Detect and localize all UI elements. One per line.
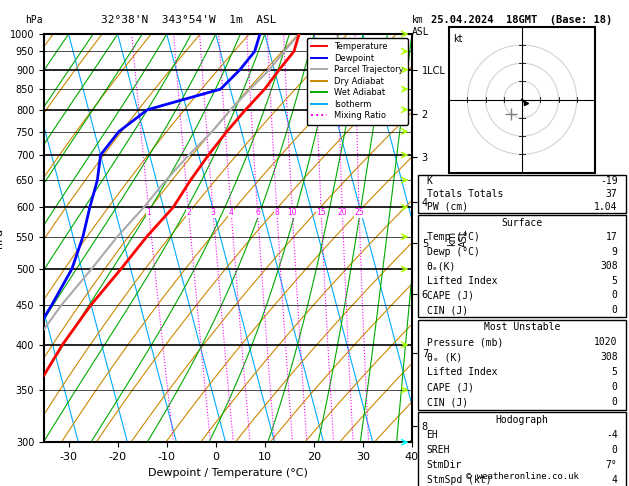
Text: -4: -4 [606,430,618,440]
Text: 308: 308 [600,352,618,362]
Text: K: K [426,176,433,186]
Text: 0: 0 [611,291,618,300]
Text: 25.04.2024  18GMT  (Base: 18): 25.04.2024 18GMT (Base: 18) [431,15,613,25]
Text: 4: 4 [611,475,618,485]
Text: 17: 17 [606,232,618,242]
Text: θₑ (K): θₑ (K) [426,352,462,362]
Text: CIN (J): CIN (J) [426,397,468,407]
Text: 2: 2 [186,208,191,217]
Text: -19: -19 [600,176,618,186]
Text: θₑ(K): θₑ(K) [426,261,456,271]
Text: 25: 25 [354,208,364,217]
Text: EH: EH [426,430,438,440]
Text: SREH: SREH [426,445,450,455]
Text: 0: 0 [611,445,618,455]
Text: Lifted Index: Lifted Index [426,367,497,377]
Text: Pressure (mb): Pressure (mb) [426,337,503,347]
Text: Most Unstable: Most Unstable [484,322,560,332]
Text: Hodograph: Hodograph [496,415,548,425]
Text: Lifted Index: Lifted Index [426,276,497,286]
Text: 0: 0 [611,305,618,315]
Text: 0: 0 [611,397,618,407]
Text: 37: 37 [606,189,618,199]
Text: StmSpd (kt): StmSpd (kt) [426,475,491,485]
Legend: Temperature, Dewpoint, Parcel Trajectory, Dry Adiabat, Wet Adiabat, Isotherm, Mi: Temperature, Dewpoint, Parcel Trajectory… [306,38,408,124]
Text: 10: 10 [287,208,297,217]
Text: Dewp (°C): Dewp (°C) [426,247,479,257]
Text: hPa: hPa [25,15,43,25]
Text: 20: 20 [338,208,347,217]
Text: CIN (J): CIN (J) [426,305,468,315]
Text: 3: 3 [211,208,216,217]
Text: 1: 1 [147,208,152,217]
Text: 1.04: 1.04 [594,202,618,211]
Text: 5: 5 [611,276,618,286]
Text: 1020: 1020 [594,337,618,347]
Text: CAPE (J): CAPE (J) [426,382,474,392]
Text: Surface: Surface [501,218,543,227]
Text: © weatheronline.co.uk: © weatheronline.co.uk [465,472,579,481]
Text: Totals Totals: Totals Totals [426,189,503,199]
Text: StmDir: StmDir [426,460,462,470]
X-axis label: Dewpoint / Temperature (°C): Dewpoint / Temperature (°C) [148,468,308,478]
Text: 9: 9 [611,247,618,257]
Y-axis label: km
ASL: km ASL [447,229,469,247]
Y-axis label: hPa: hPa [0,228,4,248]
Text: 32°38'N  343°54'W  1m  ASL: 32°38'N 343°54'W 1m ASL [101,15,277,25]
Text: Temp (°C): Temp (°C) [426,232,479,242]
Text: 8: 8 [275,208,279,217]
Text: 0: 0 [611,382,618,392]
Text: ASL: ASL [412,27,430,37]
Text: 15: 15 [316,208,326,217]
Text: kt: kt [453,34,462,44]
Text: CAPE (J): CAPE (J) [426,291,474,300]
Text: 7°: 7° [606,460,618,470]
Text: 6: 6 [255,208,260,217]
Text: 5: 5 [611,367,618,377]
Text: 308: 308 [600,261,618,271]
Text: km: km [412,15,424,25]
Text: 4: 4 [229,208,234,217]
Text: PW (cm): PW (cm) [426,202,468,211]
